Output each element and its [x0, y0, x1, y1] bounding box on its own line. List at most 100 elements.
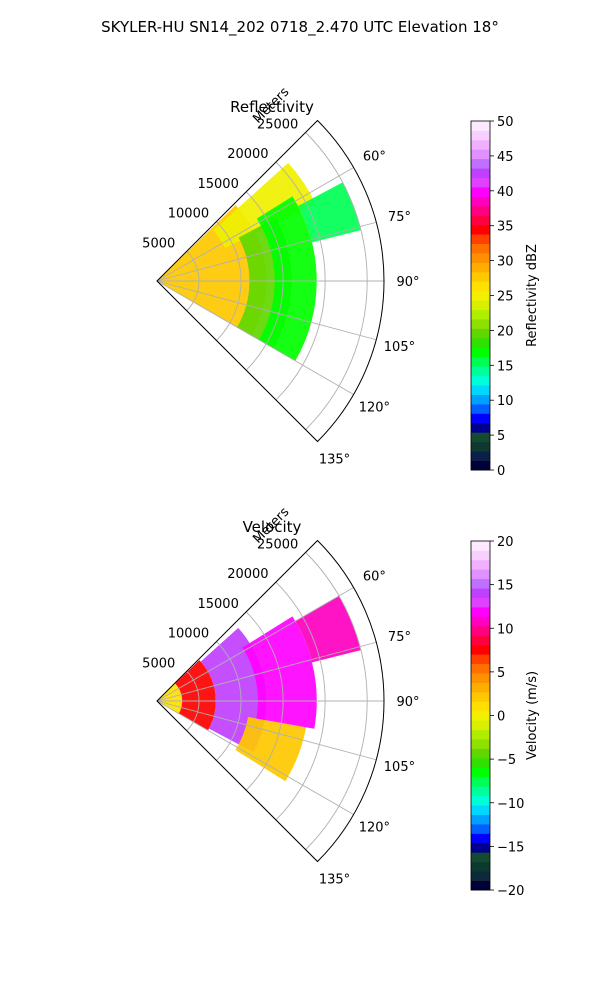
- colorbar-segment-2: [471, 861, 490, 872]
- reflectivity-grid: [156, 132, 384, 442]
- colorbar-segment-34: [471, 139, 490, 150]
- colorbar-tick-label-10: 50: [497, 115, 514, 130]
- colorbar-segment-9: [471, 795, 490, 806]
- colorbar-tick-label-3: 15: [497, 359, 514, 374]
- colorbar-tick-label-1: 5: [497, 429, 505, 444]
- azimuth-spoke-4: [156, 280, 354, 395]
- azimuth-tick-label-1: 75°: [388, 210, 411, 225]
- colorbar-tick-label-7: 35: [497, 220, 514, 235]
- colorbar-segment-0: [471, 460, 490, 471]
- colorbar-segment-21: [471, 262, 490, 273]
- velocity-echo-layer: [157, 595, 361, 782]
- colorbar-tick-label-5: 5: [497, 666, 505, 681]
- colorbar-segment-19: [471, 701, 490, 712]
- colorbar-segment-12: [471, 767, 490, 778]
- colorbar-tick-label-1: −15: [497, 840, 524, 855]
- azimuth-tick-label-0: 60°: [363, 570, 386, 585]
- sector-frame: [156, 119, 385, 443]
- colorbar-segment-26: [471, 635, 490, 646]
- colorbar-segment-5: [471, 413, 490, 424]
- azimuth-tick-label-0: 60°: [363, 150, 386, 165]
- velocity-frame: [156, 539, 385, 863]
- azimuth-spoke-3: [156, 280, 377, 341]
- colorbar-segment-29: [471, 187, 490, 197]
- colorbar-segment-36: [471, 541, 490, 551]
- colorbar-tick-label-8: 20: [497, 535, 514, 550]
- azimuth-spoke-0: [156, 167, 354, 282]
- reflectivity-range-ticks: 5000 10000 15000 20000 25000: [142, 117, 298, 251]
- range-tick-label-2: 15000: [197, 597, 238, 612]
- colorbar-segment-21: [471, 682, 490, 693]
- colorbar-segment-8: [471, 385, 490, 395]
- colorbar-segment-28: [471, 616, 490, 627]
- colorbar-tick-label-0: 0: [497, 464, 505, 479]
- azimuth-tick-label-2: 90°: [396, 695, 419, 710]
- azimuth-tick-label-3: 105°: [384, 340, 415, 355]
- colorbar-segment-6: [471, 823, 490, 834]
- range-tick-label-4: 25000: [257, 117, 298, 132]
- colorbar-tick-label-8: 40: [497, 185, 514, 200]
- colorbar-segment-20: [471, 691, 490, 702]
- colorbar-segment-30: [471, 177, 490, 188]
- echo-region-4: [298, 182, 361, 243]
- colorbar-segment-3: [471, 432, 490, 443]
- colorbar-segment-23: [471, 243, 490, 254]
- colorbar-segment-29: [471, 607, 490, 617]
- azimuth-spoke-0: [156, 587, 354, 702]
- range-tick-label-1: 10000: [168, 627, 209, 642]
- colorbar-segment-25: [471, 224, 490, 235]
- azimuth-tick-label-5: 135°: [319, 872, 350, 887]
- colorbar-segment-31: [471, 168, 490, 178]
- colorbar-segment-24: [471, 654, 490, 665]
- colorbar-segment-11: [471, 776, 490, 787]
- colorbar-segment-13: [471, 757, 490, 768]
- colorbar-segment-24: [471, 234, 490, 245]
- colorbar-tick-label-0: −20: [497, 884, 524, 899]
- colorbar-segment-15: [471, 739, 490, 749]
- colorbar-segment-7: [471, 394, 490, 405]
- azimuth-spoke-3: [156, 700, 377, 761]
- azimuth-tick-label-4: 120°: [359, 401, 390, 416]
- colorbar-segment-35: [471, 550, 490, 561]
- colorbar-segment-25: [471, 644, 490, 655]
- azimuth-tick-label-5: 135°: [319, 452, 350, 467]
- colorbar-tick-label-2: 10: [497, 394, 514, 409]
- azimuth-tick-label-2: 90°: [396, 275, 419, 290]
- azimuth-spoke-1: [156, 641, 377, 702]
- colorbar-tick-label-6: 30: [497, 255, 514, 270]
- colorbar-tick-label-2: −10: [497, 797, 524, 812]
- colorbar-segment-19: [471, 281, 490, 292]
- colorbar-segment-5: [471, 833, 490, 844]
- colorbar-segment-27: [471, 625, 490, 636]
- colorbar-segment-26: [471, 215, 490, 226]
- colorbar-segment-8: [471, 805, 490, 815]
- range-tick-label-4: 25000: [257, 537, 298, 552]
- range-tick-label-2: 15000: [197, 177, 238, 192]
- colorbar-segment-33: [471, 569, 490, 580]
- figure-suptitle: SKYLER-HU SN14_202 0718_2.470 UTC Elevat…: [101, 18, 499, 37]
- colorbar-segment-11: [471, 356, 490, 367]
- colorbar-segment-1: [471, 451, 490, 461]
- colorbar-segment-32: [471, 158, 490, 169]
- range-tick-label-3: 20000: [227, 567, 268, 582]
- colorbar-segment-4: [471, 422, 490, 433]
- colorbar-tick-label-4: 0: [497, 710, 505, 725]
- sector-frame: [156, 539, 385, 863]
- reflectivity-frame: [156, 119, 385, 443]
- colorbar-segment-16: [471, 729, 490, 740]
- colorbar-label: Velocity (m/s): [525, 671, 540, 760]
- echo-region-1: [213, 162, 316, 248]
- colorbar-segment-9: [471, 375, 490, 386]
- reflectivity-azimuth-ticks: 60° 75° 90° 105° 120° 135°: [319, 150, 420, 468]
- range-tick-label-3: 20000: [227, 147, 268, 162]
- colorbar-segment-32: [471, 578, 490, 589]
- colorbar-segment-3: [471, 852, 490, 863]
- reflectivity-colorbar: 0 5 10 15 20 25 30 35 40 45 50 Reflectivity dBZ: [470, 115, 540, 479]
- reflectivity-title: Reflectivity: [230, 98, 314, 116]
- azimuth-tick-label-3: 105°: [384, 760, 415, 775]
- colorbar-segment-4: [471, 842, 490, 853]
- colorbar-segment-30: [471, 597, 490, 608]
- reflectivity-panel: Reflectivity 5000 10000 15000 20000 25000 60…: [142, 85, 540, 479]
- colorbar-segment-31: [471, 588, 490, 598]
